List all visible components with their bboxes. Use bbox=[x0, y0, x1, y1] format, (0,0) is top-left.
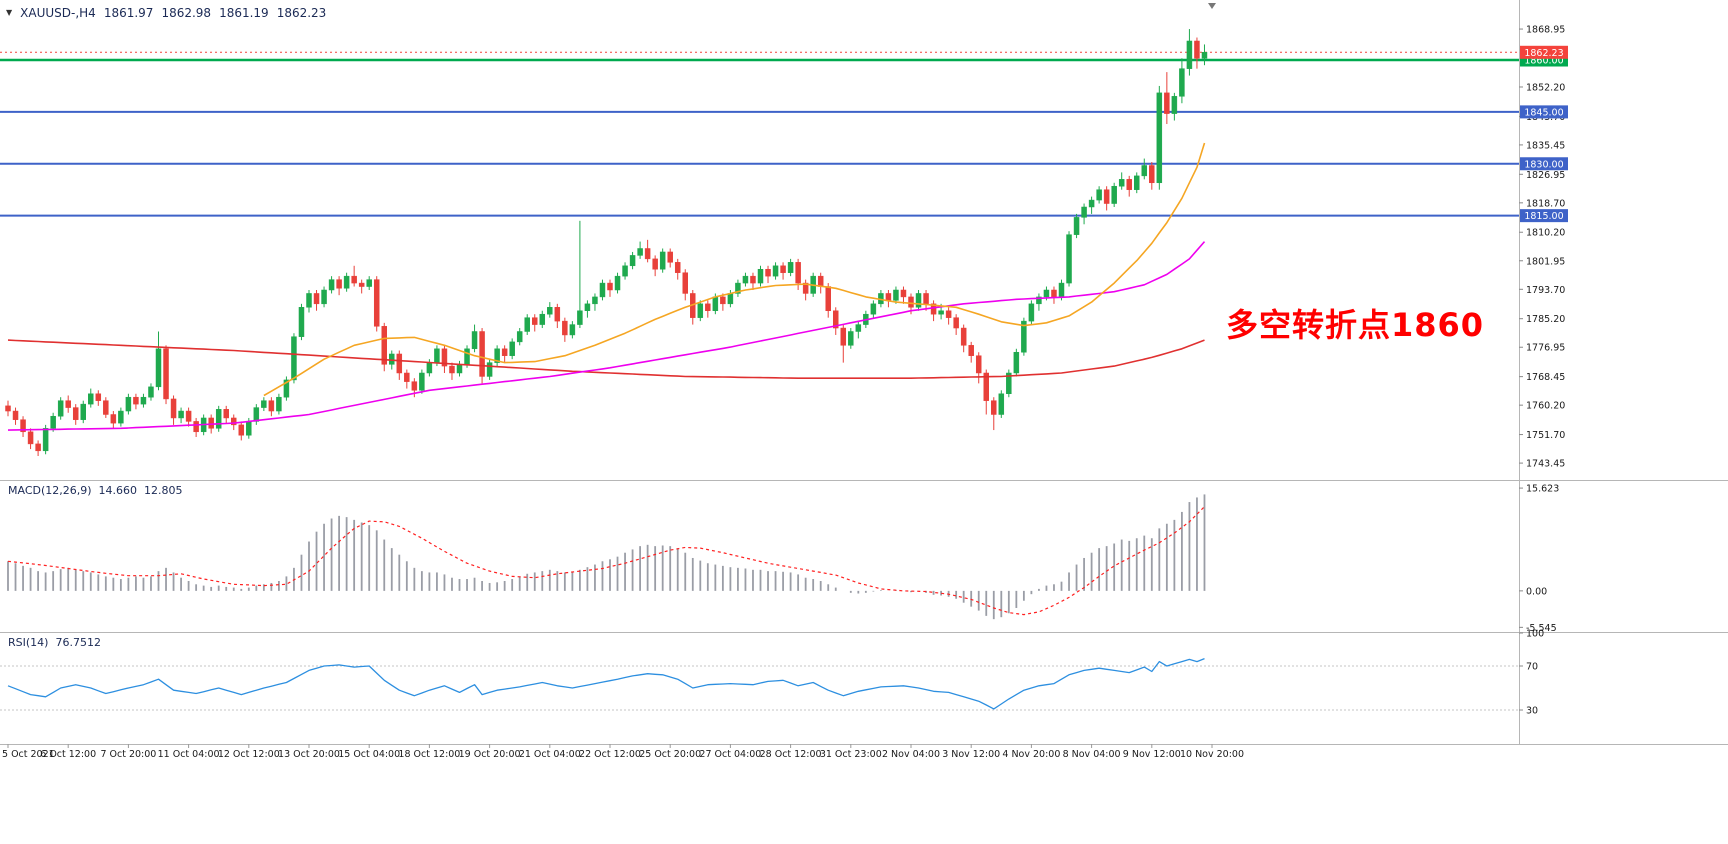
quote-high: 1862.98 bbox=[161, 6, 212, 20]
svg-text:18 Oct 12:00: 18 Oct 12:00 bbox=[398, 749, 460, 760]
svg-text:-5.545: -5.545 bbox=[1526, 623, 1557, 634]
svg-text:11 Oct 04:00: 11 Oct 04:00 bbox=[158, 749, 220, 760]
svg-text:6 Oct 12:00: 6 Oct 12:00 bbox=[40, 749, 96, 760]
svg-text:4 Nov 20:00: 4 Nov 20:00 bbox=[1002, 749, 1060, 760]
svg-text:1815.00: 1815.00 bbox=[1524, 211, 1563, 222]
svg-text:10 Nov 20:00: 10 Nov 20:00 bbox=[1180, 749, 1244, 760]
price-axis[interactable]: 1868.951852.201843.701835.451826.951818.… bbox=[1519, 25, 1565, 470]
ma-slow-red bbox=[7, 339, 1205, 379]
macd-label-text: MACD(12,26,9) bbox=[8, 484, 92, 497]
macd-signal-line bbox=[7, 506, 1205, 616]
svg-text:21 Oct 04:00: 21 Oct 04:00 bbox=[519, 749, 581, 760]
quote-open: 1861.97 bbox=[103, 6, 154, 20]
candlestick-series[interactable] bbox=[5, 29, 1208, 457]
svg-text:25 Oct 20:00: 25 Oct 20:00 bbox=[639, 749, 701, 760]
chart-shift-marker-icon[interactable] bbox=[1208, 3, 1216, 9]
svg-text:27 Oct 04:00: 27 Oct 04:00 bbox=[699, 749, 761, 760]
chart-canvas[interactable]: 1868.951852.201843.701835.451826.951818.… bbox=[0, 0, 1728, 770]
svg-text:3 Nov 12:00: 3 Nov 12:00 bbox=[942, 749, 1000, 760]
rsi-indicator-label: RSI(14) 76.7512 bbox=[8, 636, 101, 649]
svg-text:15.623: 15.623 bbox=[1526, 484, 1559, 495]
macd-signal-value: 12.805 bbox=[144, 484, 183, 497]
svg-text:31 Oct 23:00: 31 Oct 23:00 bbox=[820, 749, 882, 760]
svg-text:19 Oct 20:00: 19 Oct 20:00 bbox=[459, 749, 521, 760]
svg-text:8 Nov 04:00: 8 Nov 04:00 bbox=[1063, 749, 1121, 760]
svg-text:1845.00: 1845.00 bbox=[1524, 107, 1563, 118]
ma-mid-magenta bbox=[7, 241, 1206, 431]
svg-text:1785.20: 1785.20 bbox=[1526, 314, 1565, 325]
svg-text:1760.20: 1760.20 bbox=[1526, 401, 1565, 412]
svg-text:1768.45: 1768.45 bbox=[1526, 372, 1565, 383]
pane-separators bbox=[0, 0, 1728, 745]
moving-averages bbox=[7, 142, 1206, 431]
rsi-label-text: RSI(14) bbox=[8, 636, 49, 649]
rsi-levels bbox=[0, 665, 1519, 711]
quote-close: 1862.23 bbox=[276, 6, 327, 20]
svg-text:0.00: 0.00 bbox=[1526, 586, 1547, 597]
svg-text:1776.95: 1776.95 bbox=[1526, 343, 1565, 354]
macd-main-value: 14.660 bbox=[98, 484, 138, 497]
svg-text:70: 70 bbox=[1526, 662, 1538, 673]
svg-text:1818.70: 1818.70 bbox=[1526, 198, 1565, 209]
macd-axis[interactable]: 15.623 0.00 -5.545 bbox=[1519, 484, 1559, 634]
svg-text:1751.70: 1751.70 bbox=[1526, 430, 1565, 441]
svg-text:1835.45: 1835.45 bbox=[1526, 140, 1565, 151]
rsi-line bbox=[7, 657, 1205, 710]
macd-indicator-label: MACD(12,26,9) 14.660 12.805 bbox=[8, 484, 183, 497]
svg-text:9 Nov 12:00: 9 Nov 12:00 bbox=[1123, 749, 1181, 760]
svg-text:22 Oct 12:00: 22 Oct 12:00 bbox=[579, 749, 641, 760]
symbol-timeframe: XAUUSD-,H4 bbox=[20, 6, 96, 20]
svg-text:1868.95: 1868.95 bbox=[1526, 25, 1565, 36]
quote-low: 1861.19 bbox=[219, 6, 269, 20]
rsi-axis[interactable]: 100 70 30 bbox=[1519, 629, 1544, 717]
svg-text:5 Oct 2021: 5 Oct 2021 bbox=[2, 749, 55, 760]
svg-text:7 Oct 20:00: 7 Oct 20:00 bbox=[100, 749, 156, 760]
svg-text:1793.70: 1793.70 bbox=[1526, 285, 1565, 296]
svg-text:30: 30 bbox=[1526, 706, 1538, 717]
chart-menu-icon[interactable]: ▼ bbox=[6, 8, 13, 17]
svg-text:1810.20: 1810.20 bbox=[1526, 228, 1565, 239]
svg-text:28 Oct 12:00: 28 Oct 12:00 bbox=[760, 749, 822, 760]
svg-text:1862.23: 1862.23 bbox=[1524, 48, 1563, 59]
svg-text:15 Oct 04:00: 15 Oct 04:00 bbox=[338, 749, 400, 760]
annotation-text[interactable]: 多空转折点1860 bbox=[1226, 306, 1485, 344]
macd-histogram bbox=[7, 494, 1206, 620]
svg-text:1826.95: 1826.95 bbox=[1526, 170, 1565, 181]
svg-text:1852.20: 1852.20 bbox=[1526, 82, 1565, 93]
svg-text:1743.45: 1743.45 bbox=[1526, 459, 1565, 470]
svg-text:1801.95: 1801.95 bbox=[1526, 256, 1565, 267]
svg-text:100: 100 bbox=[1526, 629, 1544, 640]
horizontal-level-lines[interactable] bbox=[0, 51, 1519, 217]
svg-text:13 Oct 20:00: 13 Oct 20:00 bbox=[278, 749, 340, 760]
svg-text:1860.00: 1860.00 bbox=[1524, 56, 1563, 67]
svg-text:12 Oct 12:00: 12 Oct 12:00 bbox=[218, 749, 280, 760]
chart-title: ▼ XAUUSD-,H4 1861.97 1862.98 1861.19 186… bbox=[6, 6, 326, 20]
svg-text:1830.00: 1830.00 bbox=[1524, 159, 1563, 170]
price-badges: 1860.00 1845.00 1830.00 1815.00 1862.23 bbox=[1520, 45, 1568, 223]
rsi-value: 76.7512 bbox=[55, 636, 101, 649]
ma-fast-orange bbox=[263, 142, 1206, 397]
svg-text:2 Nov 04:00: 2 Nov 04:00 bbox=[882, 749, 940, 760]
